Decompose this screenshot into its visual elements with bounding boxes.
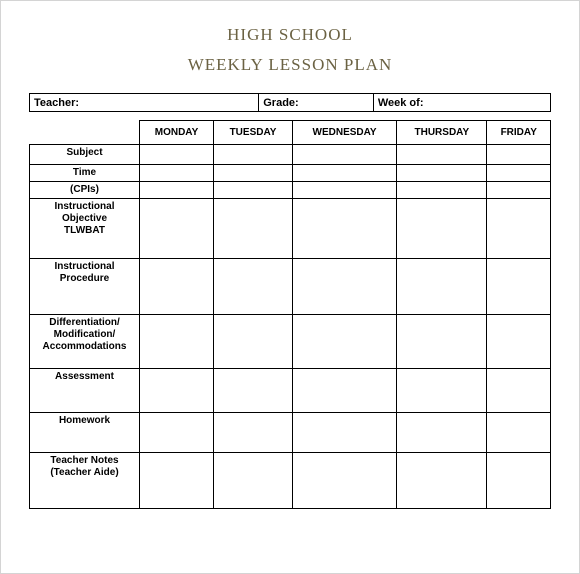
plan-cell: [292, 369, 396, 413]
plan-cell: [214, 165, 293, 182]
plan-cell: [487, 413, 551, 453]
corner-cell: [30, 121, 140, 145]
plan-cell: [214, 182, 293, 199]
row-label: Assessment: [30, 369, 140, 413]
plan-cell: [487, 199, 551, 259]
plan-cell: [397, 369, 487, 413]
plan-cell: [292, 145, 396, 165]
plan-cell: [140, 259, 214, 315]
plan-cell: [487, 165, 551, 182]
plan-cell: [292, 182, 396, 199]
plan-cell: [487, 369, 551, 413]
plan-cell: [214, 145, 293, 165]
grade-cell: Grade:: [259, 94, 374, 112]
info-table: Teacher: Grade: Week of:: [29, 93, 551, 112]
table-row: InstructionalObjectiveTLWBAT: [30, 199, 551, 259]
plan-cell: [140, 199, 214, 259]
plan-cell: [292, 453, 396, 509]
row-label: Differentiation/Modification/Accommodati…: [30, 315, 140, 369]
plan-cell: [140, 315, 214, 369]
plan-cell: [140, 413, 214, 453]
row-label: Homework: [30, 413, 140, 453]
plan-cell: [214, 413, 293, 453]
teacher-cell: Teacher:: [30, 94, 259, 112]
document-subtitle: WEEKLY LESSON PLAN: [29, 55, 551, 75]
day-header: TUESDAY: [214, 121, 293, 145]
row-label: Time: [30, 165, 140, 182]
plan-cell: [292, 315, 396, 369]
plan-cell: [140, 165, 214, 182]
table-row: (CPIs): [30, 182, 551, 199]
plan-cell: [214, 315, 293, 369]
plan-cell: [292, 199, 396, 259]
table-row: Homework: [30, 413, 551, 453]
table-row: Time: [30, 165, 551, 182]
plan-cell: [397, 145, 487, 165]
table-row: InstructionalProcedure: [30, 259, 551, 315]
table-row: Assessment: [30, 369, 551, 413]
row-label: Teacher Notes(Teacher Aide): [30, 453, 140, 509]
plan-cell: [140, 453, 214, 509]
plan-cell: [140, 369, 214, 413]
plan-cell: [397, 165, 487, 182]
plan-cell: [397, 413, 487, 453]
plan-cell: [292, 413, 396, 453]
day-header: FRIDAY: [487, 121, 551, 145]
lesson-plan-table: MONDAY TUESDAY WEDNESDAY THURSDAY FRIDAY…: [29, 120, 551, 509]
day-header: MONDAY: [140, 121, 214, 145]
week-cell: Week of:: [373, 94, 550, 112]
plan-cell: [397, 315, 487, 369]
document-title: HIGH SCHOOL: [29, 25, 551, 45]
plan-cell: [487, 453, 551, 509]
plan-cell: [214, 199, 293, 259]
header-row: MONDAY TUESDAY WEDNESDAY THURSDAY FRIDAY: [30, 121, 551, 145]
table-row: Differentiation/Modification/Accommodati…: [30, 315, 551, 369]
table-row: Subject: [30, 145, 551, 165]
day-header: THURSDAY: [397, 121, 487, 145]
plan-cell: [397, 182, 487, 199]
plan-cell: [487, 315, 551, 369]
row-label: InstructionalProcedure: [30, 259, 140, 315]
row-label: InstructionalObjectiveTLWBAT: [30, 199, 140, 259]
plan-cell: [487, 259, 551, 315]
plan-cell: [397, 453, 487, 509]
plan-cell: [487, 182, 551, 199]
plan-cell: [214, 453, 293, 509]
table-row: Teacher Notes(Teacher Aide): [30, 453, 551, 509]
plan-cell: [292, 259, 396, 315]
plan-cell: [487, 145, 551, 165]
plan-cell: [214, 369, 293, 413]
day-header: WEDNESDAY: [292, 121, 396, 145]
row-label: (CPIs): [30, 182, 140, 199]
plan-cell: [397, 259, 487, 315]
plan-cell: [292, 165, 396, 182]
plan-cell: [214, 259, 293, 315]
plan-cell: [397, 199, 487, 259]
plan-cell: [140, 182, 214, 199]
row-label: Subject: [30, 145, 140, 165]
plan-cell: [140, 145, 214, 165]
